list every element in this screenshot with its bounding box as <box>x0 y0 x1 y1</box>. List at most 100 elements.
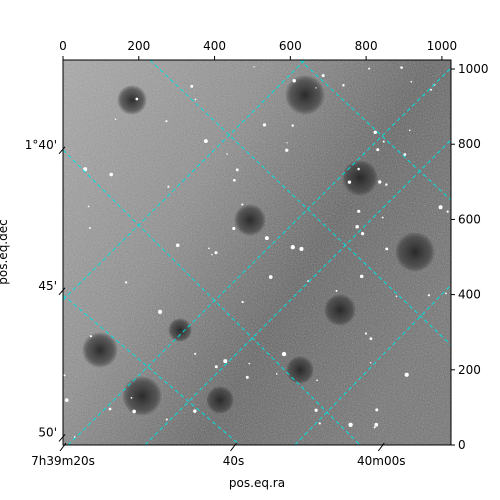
dec-tick-mark <box>58 146 66 155</box>
star-point <box>357 209 361 213</box>
star-point <box>395 295 398 298</box>
grid-line <box>63 60 306 301</box>
ra-tick-mark <box>377 442 385 452</box>
grid-line <box>149 60 451 346</box>
star-point <box>157 309 163 314</box>
star-point <box>125 281 128 284</box>
star-point <box>348 422 353 428</box>
dec-tick-mark <box>58 287 66 296</box>
star-point <box>193 409 197 413</box>
star-point <box>373 130 377 135</box>
top-tick-label: 600 <box>279 39 302 53</box>
ra-tick-mark <box>230 442 237 452</box>
ra-tick-label: 40s <box>223 454 245 468</box>
star-point <box>408 129 411 132</box>
star-point <box>314 408 318 412</box>
grid-line <box>299 60 451 201</box>
coordinate-grid <box>63 60 451 445</box>
star-point <box>376 148 380 152</box>
star-point <box>315 87 317 89</box>
star-point <box>203 139 208 144</box>
y-axis-label: pos.eq.dec <box>0 219 10 284</box>
crater-shade <box>168 318 192 342</box>
top-tick-label: 200 <box>127 39 150 53</box>
star-point <box>275 373 278 375</box>
star-point <box>290 245 295 250</box>
star-point <box>373 426 376 429</box>
star-point <box>381 216 384 219</box>
star-point <box>403 153 407 156</box>
star-point <box>369 362 372 364</box>
star-point <box>299 246 304 252</box>
star-point <box>382 140 385 143</box>
star-point <box>355 224 359 229</box>
star-point <box>132 409 136 414</box>
star-point <box>375 408 379 412</box>
star-point <box>109 172 114 177</box>
star-point <box>378 180 382 184</box>
star-point <box>374 422 379 427</box>
dec-tick-mark <box>58 434 66 442</box>
star-point <box>211 253 213 256</box>
star-point <box>438 205 443 210</box>
top-tick-label: 1000 <box>427 39 458 53</box>
crater-shade <box>285 75 325 115</box>
star-point <box>83 167 88 172</box>
star-point <box>342 84 345 87</box>
x-axis-label: pos.eq.ra <box>229 476 285 490</box>
star-point <box>264 236 269 241</box>
top-tick-label: 0 <box>59 39 67 53</box>
star-point <box>235 168 239 172</box>
star-point <box>286 142 288 144</box>
star-point <box>241 300 244 304</box>
plot-frame <box>62 59 452 446</box>
star-point <box>165 418 168 421</box>
star-point <box>446 210 449 213</box>
star-point <box>445 292 447 295</box>
star-point <box>368 67 371 70</box>
star-point <box>194 98 197 101</box>
star-point <box>404 372 409 377</box>
star-point <box>335 289 338 292</box>
star-point <box>232 178 236 182</box>
star-point <box>223 359 228 364</box>
star-point <box>88 226 91 229</box>
star-point <box>262 123 267 127</box>
crater-shade <box>286 356 314 384</box>
star-point <box>232 226 236 231</box>
star-point <box>359 274 364 279</box>
star-point <box>285 148 289 152</box>
star-point <box>214 251 218 255</box>
star-point <box>410 80 413 83</box>
ra-tick-label: 7h39m20s <box>31 454 95 468</box>
right-tick-label: 600 <box>458 212 481 226</box>
crater-shade <box>324 294 356 326</box>
star-point <box>108 407 112 411</box>
star-point <box>89 335 93 338</box>
grid-line <box>63 294 241 445</box>
star-point <box>241 203 244 206</box>
crater-shade <box>342 160 378 196</box>
dec-tick-label: 50' <box>38 425 57 439</box>
grid-line <box>294 284 451 445</box>
star-point <box>430 88 433 91</box>
star-point <box>248 362 251 365</box>
crater-shade <box>122 376 162 416</box>
grid-line <box>144 139 451 445</box>
crater-shade <box>234 204 266 236</box>
star-point <box>135 97 139 101</box>
right-tick-label: 0 <box>458 438 466 452</box>
star-point <box>167 185 170 188</box>
right-tick-label: 200 <box>458 363 481 377</box>
star-point <box>281 351 287 357</box>
right-tick-label: 800 <box>458 137 481 151</box>
star-point <box>385 183 388 186</box>
star-point <box>369 337 373 341</box>
star-point <box>87 205 90 208</box>
star-point <box>347 180 352 184</box>
ra-tick-mark <box>59 442 67 452</box>
star-point <box>130 396 133 399</box>
star-point <box>321 74 325 78</box>
star-point <box>253 66 255 68</box>
right-tick-label: 1000 <box>458 62 489 76</box>
